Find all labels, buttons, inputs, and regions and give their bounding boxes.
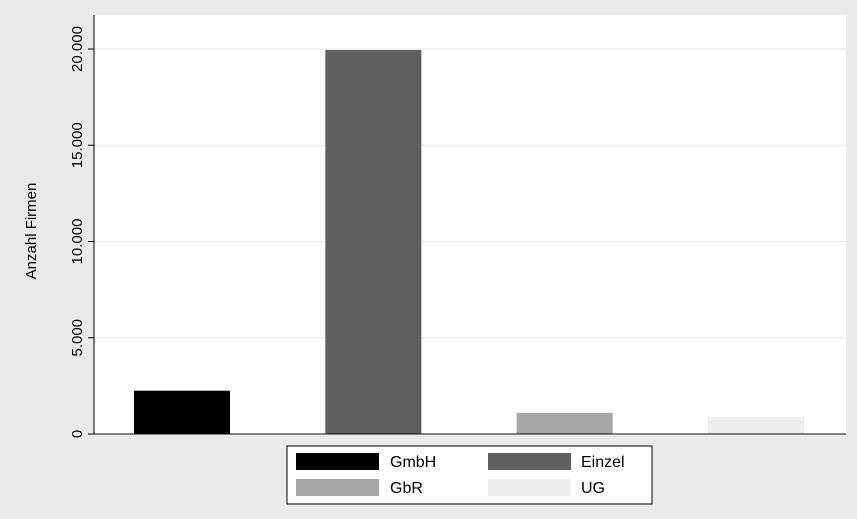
legend-swatch-gbr bbox=[296, 479, 379, 496]
legend-swatch-einzel bbox=[488, 453, 571, 470]
y-axis: 0 5.000 10.000 15.000 20.000 bbox=[69, 15, 846, 438]
legend-label-ug: UG bbox=[581, 480, 605, 497]
y-tick-label: 0 bbox=[69, 430, 86, 438]
legend-label-gbr: GbR bbox=[390, 480, 423, 497]
bars bbox=[134, 49, 804, 435]
legend-label-gmbh: GmbH bbox=[390, 454, 436, 471]
y-tick-label: 5.000 bbox=[69, 319, 86, 357]
y-tick-label: 10.000 bbox=[69, 219, 86, 265]
legend-label-einzel: Einzel bbox=[581, 454, 625, 471]
plot-area bbox=[94, 15, 846, 435]
bar-gbr bbox=[516, 412, 613, 434]
y-tick-label: 20.000 bbox=[69, 26, 86, 72]
legend: GmbH Einzel GbR UG bbox=[286, 445, 653, 505]
legend-swatch-gmbh bbox=[296, 453, 379, 470]
gridlines bbox=[94, 48, 846, 339]
bar-ug bbox=[708, 417, 804, 434]
bar-einzel bbox=[325, 49, 422, 435]
y-tick-label: 15.000 bbox=[69, 122, 86, 168]
y-axis-title: Anzahl Firmen bbox=[23, 183, 40, 280]
legend-swatch-ug bbox=[488, 479, 571, 496]
bar-gmbh bbox=[134, 390, 230, 434]
